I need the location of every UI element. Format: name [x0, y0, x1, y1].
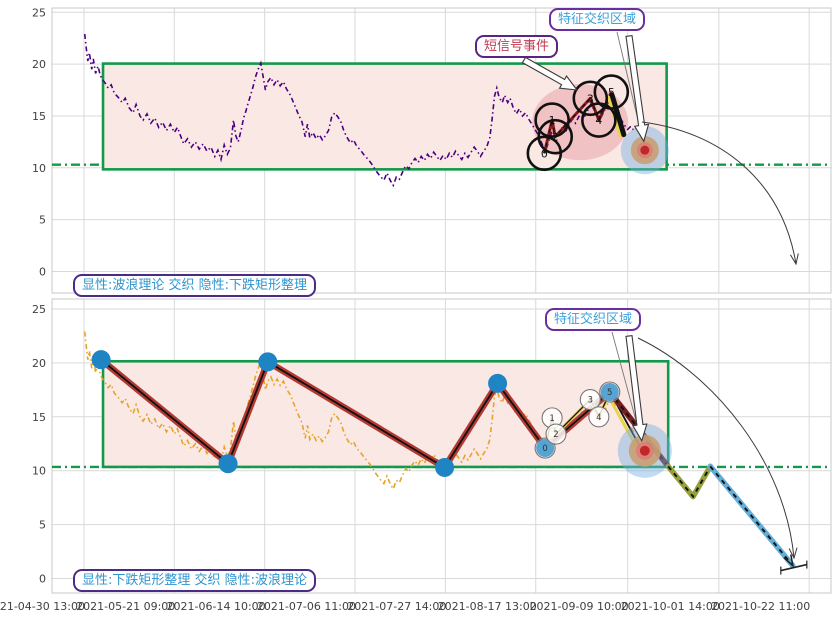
callout-arrow — [521, 56, 579, 91]
y-tick-label: 5 — [39, 214, 46, 227]
short-signal-label: 短信号事件 — [475, 35, 559, 58]
forecast-segment-dash — [709, 465, 794, 567]
wave-point-number: 0 — [541, 147, 548, 160]
wave-point-circle — [593, 74, 630, 110]
y-tick-label: 15 — [32, 110, 46, 123]
wave-point-number: 3 — [587, 92, 594, 105]
wave-point-circle — [534, 102, 570, 138]
wave-point-number: 5 — [608, 86, 615, 99]
minor-wave-dash — [543, 91, 612, 154]
wave-point-number: 4 — [595, 114, 602, 127]
label-leader-line — [611, 331, 641, 435]
y-tick-label: 25 — [32, 6, 46, 19]
tangent-halo — [606, 394, 639, 450]
wave-point-circle — [579, 389, 601, 411]
y-tick-label: 20 — [32, 357, 46, 370]
wave-point-circle — [599, 381, 621, 403]
x-tick-label: 2021-09-09 10:00 — [530, 600, 629, 613]
panel-frame — [51, 7, 832, 294]
wave-point-number: 2 — [553, 430, 558, 440]
callout-arrow — [625, 334, 648, 443]
explicit-pattern-caption-bottom: 显性:下跌矩形整理 交织 隐性:波浪理论 — [73, 569, 317, 592]
y-tick-label: 20 — [32, 58, 46, 71]
wave-point-number: 3 — [588, 396, 593, 406]
y-tick-label: 0 — [39, 266, 46, 279]
x-tick-label: 2021-10-01 14:00 — [621, 600, 720, 613]
x-tick-label: 2021-04-30 13:00 — [0, 600, 85, 613]
pivot-dot — [488, 373, 508, 393]
flow-curve-arrow — [641, 121, 797, 265]
wave-point-number: 1 — [549, 414, 554, 424]
y-tick-label: 25 — [32, 303, 46, 316]
pivot-dot — [91, 350, 111, 370]
tangent-line — [609, 92, 627, 138]
x-tick-label: 2021-07-06 11:00 — [257, 600, 356, 613]
wave-endpoint-dot — [600, 383, 619, 402]
flow-curve-arrow — [637, 337, 795, 559]
flow-curve-arrowhead — [789, 253, 799, 266]
feature-zone-label-top: 特征交织区域 — [549, 8, 646, 31]
wave-point-circle — [588, 406, 610, 428]
x-tick-label: 2021-06-14 10:00 — [167, 600, 266, 613]
forecast-segment-dash — [667, 465, 712, 499]
target-marker-ring — [640, 145, 650, 155]
wave-point-number: 2 — [552, 131, 559, 144]
y-tick-label: 10 — [32, 465, 46, 478]
pivot-dot — [218, 454, 238, 474]
flow-curve-arrowhead — [788, 547, 798, 560]
pivot-dot — [435, 457, 455, 477]
pivot-dot — [258, 352, 278, 372]
wave-point-number: 4 — [596, 413, 601, 423]
x-tick-label: 2021-10-22 11:00 — [711, 600, 810, 613]
wave-point-circle — [545, 423, 567, 445]
y-tick-label: 5 — [39, 519, 46, 532]
callout-arrow — [625, 34, 650, 143]
x-tick-label: 2021-08-17 13:00 — [438, 600, 537, 613]
feature-zone-label-bottom: 特征交织区域 — [545, 308, 642, 331]
target-marker-ring — [639, 445, 650, 456]
wave-point-circle — [537, 118, 574, 155]
x-tick-label: 2021-07-27 14:00 — [347, 600, 446, 613]
forecast-arrowhead — [783, 554, 794, 568]
x-tick-label: 2021-05-21 09:00 — [76, 600, 175, 613]
panel-frame — [51, 298, 832, 594]
terminal-bar — [780, 563, 808, 572]
wave-point-circle — [572, 80, 609, 117]
y-tick-label: 15 — [32, 411, 46, 424]
wave-endpoint-dot — [536, 439, 555, 458]
wave-point-circle — [534, 437, 556, 459]
y-tick-label: 0 — [39, 573, 46, 586]
explicit-pattern-caption-top: 显性:波浪理论 交织 隐性:下跌矩形整理 — [73, 274, 317, 297]
y-tick-label: 10 — [32, 162, 46, 175]
wave-point-number: 0 — [542, 444, 547, 454]
wave-point-number: 5 — [607, 388, 612, 398]
